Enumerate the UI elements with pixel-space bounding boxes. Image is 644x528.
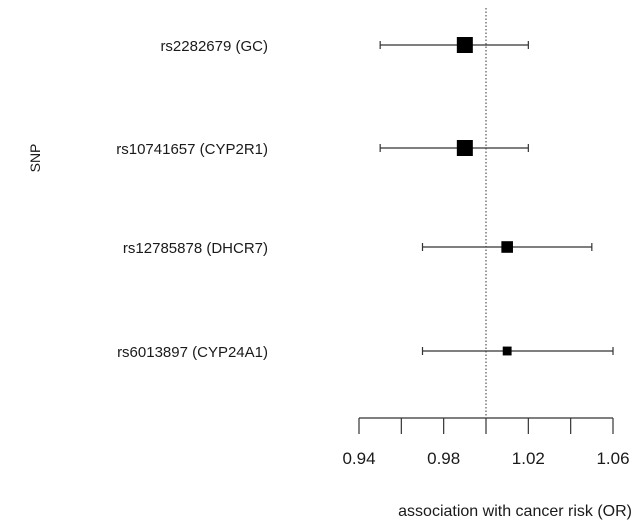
x-tick-label: 1.02: [512, 449, 545, 468]
point-estimate-marker: [456, 140, 473, 156]
snp-label: rs12785878 (DHCR7): [123, 240, 268, 257]
forest-row: rs12785878 (DHCR7): [123, 240, 593, 257]
forest-row: rs10741657 (CYP2R1): [116, 140, 529, 158]
snp-label: rs6013897 (CYP24A1): [117, 344, 268, 361]
snp-label: rs2282679 (GC): [160, 38, 268, 55]
y-axis-label: SNP: [27, 144, 43, 173]
point-estimate-marker: [502, 346, 512, 356]
forest-row: rs2282679 (GC): [160, 37, 529, 55]
x-tick-label: 1.06: [596, 449, 629, 468]
point-estimate-marker: [501, 241, 513, 253]
x-tick-label: 0.98: [427, 449, 460, 468]
forest-rows: rs2282679 (GC) rs10741657 (CYP2R1) rs12785…: [116, 8, 614, 418]
snp-label: rs10741657 (CYP2R1): [116, 141, 268, 158]
x-tick-label: 0.94: [342, 449, 375, 468]
x-axis: 0.94 0.98 1.02 1.06: [342, 417, 630, 468]
point-estimate-marker: [456, 37, 473, 53]
forest-row: rs6013897 (CYP24A1): [117, 344, 614, 361]
x-axis-label: association with cancer risk (OR): [398, 503, 632, 520]
